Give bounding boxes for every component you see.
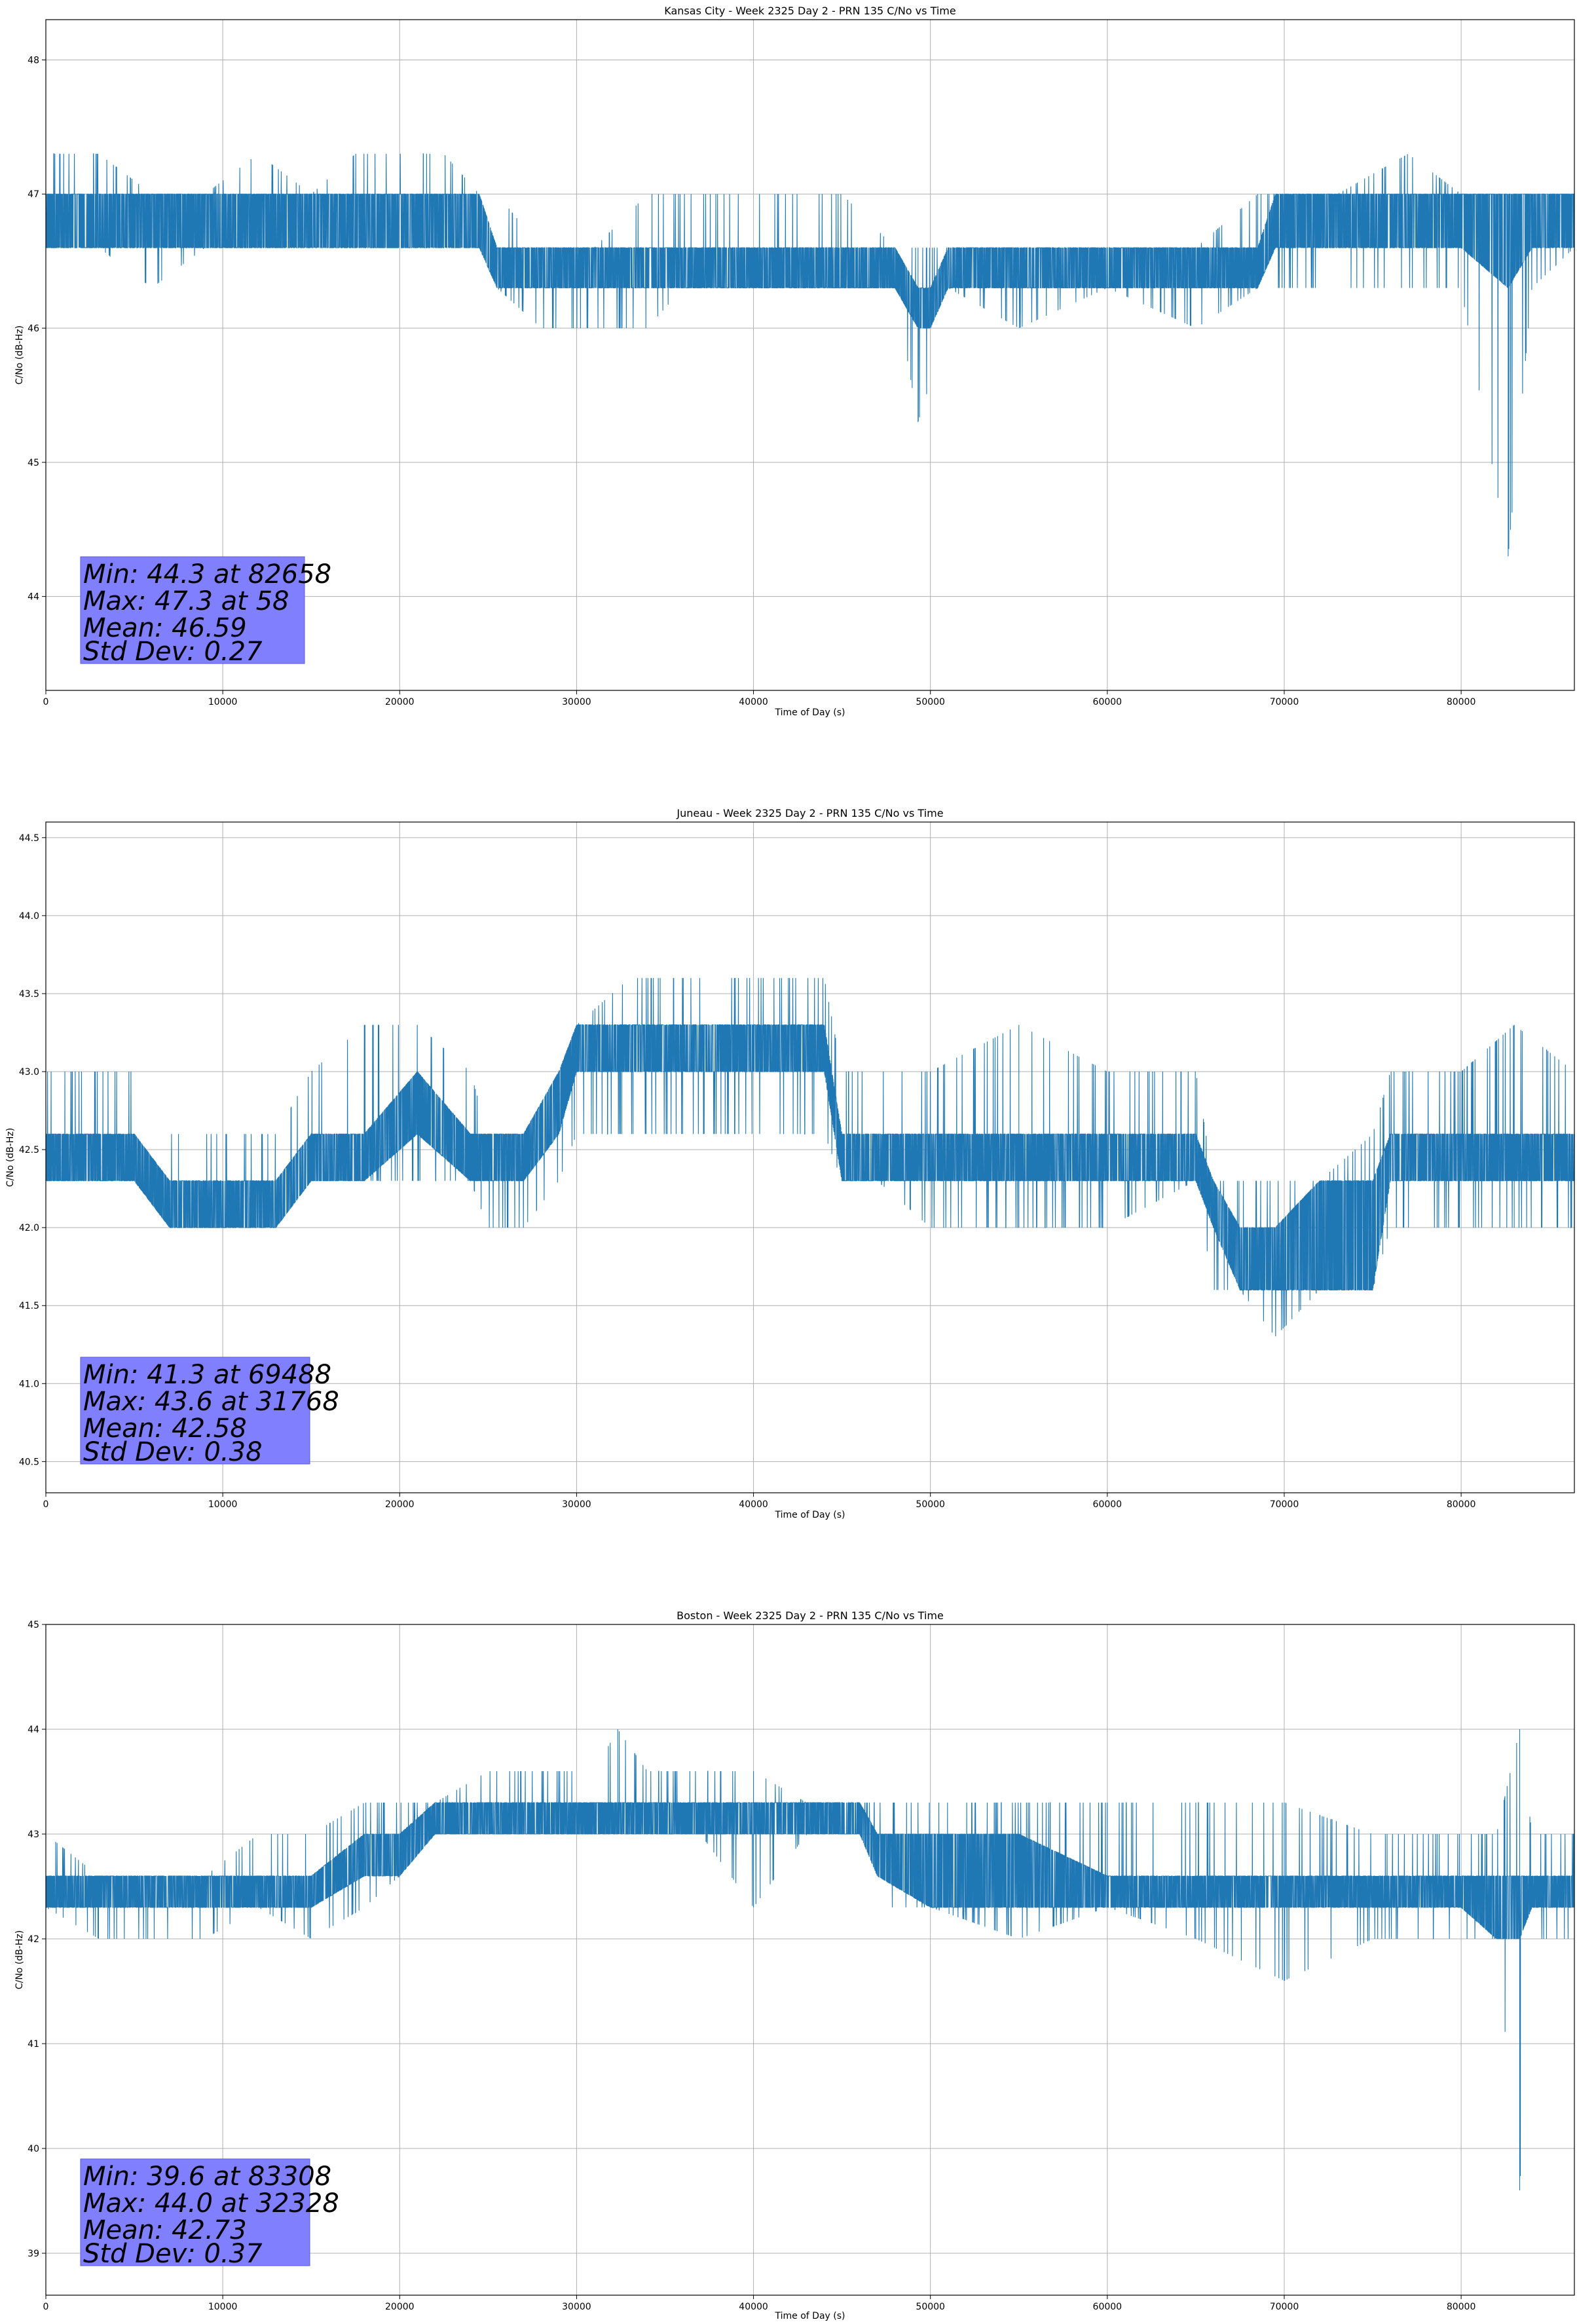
y-tick-label: 43.5 bbox=[19, 989, 39, 1000]
x-tick-label: 10000 bbox=[208, 2302, 238, 2312]
stats-box: Min: 44.3 at 82658 Max: 47.3 at 58 Mean:… bbox=[80, 556, 331, 667]
x-axis-label: Time of Day (s) bbox=[775, 2311, 845, 2321]
x-tick-label: 30000 bbox=[562, 2302, 591, 2312]
y-axis-label: C/No (dB-Hz) bbox=[14, 1930, 25, 1989]
x-axis-label: Time of Day (s) bbox=[775, 707, 845, 718]
x-tick-label: 60000 bbox=[1093, 1499, 1122, 1510]
y-tick-label: 44 bbox=[28, 592, 39, 603]
stat-max: Max: 43.6 at 31768 bbox=[83, 1387, 339, 1417]
x-tick-label: 0 bbox=[43, 697, 49, 707]
x-tick-label: 50000 bbox=[916, 697, 945, 707]
y-tick-label: 42.0 bbox=[19, 1223, 39, 1233]
y-tick-label: 45 bbox=[28, 1620, 39, 1630]
y-tick-label: 46 bbox=[28, 324, 39, 334]
x-tick-label: 50000 bbox=[916, 2302, 945, 2312]
x-tick-label: 30000 bbox=[562, 1499, 591, 1510]
x-tick-label: 10000 bbox=[208, 697, 238, 707]
x-tick-label: 0 bbox=[43, 1499, 49, 1510]
y-tick-label: 41.0 bbox=[19, 1379, 39, 1389]
y-tick-label: 48 bbox=[28, 55, 39, 66]
chart-title: Juneau - Week 2325 Day 2 - PRN 135 C/No … bbox=[676, 807, 943, 819]
x-tick-label: 80000 bbox=[1447, 1499, 1476, 1510]
y-tick-label: 43 bbox=[28, 1829, 39, 1840]
y-tick-label: 41 bbox=[28, 2039, 39, 2050]
y-axis-label: C/No (dB-Hz) bbox=[5, 1128, 16, 1187]
y-tick-label: 42.5 bbox=[19, 1145, 39, 1155]
chart-title: Boston - Week 2325 Day 2 - PRN 135 C/No … bbox=[677, 1609, 944, 1622]
x-tick-label: 80000 bbox=[1447, 2302, 1476, 2312]
x-tick-label: 60000 bbox=[1093, 2302, 1122, 2312]
chart-boston: Boston - Week 2325 Day 2 - PRN 135 C/No … bbox=[14, 1609, 1575, 2321]
plot-area: 0 10000 20000 30000 40000 50000 60000 70000 8000… bbox=[19, 821, 1575, 1510]
axes-frame bbox=[45, 1624, 1575, 2296]
y-tick-label: 43.0 bbox=[19, 1067, 39, 1078]
stat-std-dev: Std Dev: 0.37 bbox=[83, 2239, 263, 2269]
stat-min: Min: 39.6 at 83308 bbox=[83, 2162, 331, 2192]
x-tick-label: 80000 bbox=[1447, 697, 1476, 707]
stat-std-dev: Std Dev: 0.38 bbox=[83, 1437, 263, 1467]
chart-title: Kansas City - Week 2325 Day 2 - PRN 135 … bbox=[664, 5, 955, 17]
series-line bbox=[45, 978, 1575, 1337]
y-tick-label: 39 bbox=[28, 2249, 39, 2259]
y-tick-label: 44.5 bbox=[19, 833, 39, 844]
x-axis-label: Time of Day (s) bbox=[775, 1510, 845, 1520]
stat-mean: Mean: 46.59 bbox=[83, 613, 247, 643]
x-tick-label: 40000 bbox=[739, 2302, 768, 2312]
stat-max: Max: 47.3 at 58 bbox=[83, 586, 289, 616]
x-tick-label: 40000 bbox=[739, 1499, 768, 1510]
x-tick-label: 20000 bbox=[385, 697, 415, 707]
stats-box-background bbox=[80, 2158, 310, 2266]
y-tick-label: 41.5 bbox=[19, 1301, 39, 1311]
stat-min: Min: 44.3 at 82658 bbox=[83, 559, 331, 590]
series-line bbox=[45, 1729, 1575, 2190]
y-tick-label: 40.5 bbox=[19, 1457, 39, 1467]
chart-kansas-city: Kansas City - Week 2325 Day 2 - PRN 135 … bbox=[14, 5, 1575, 718]
x-tick-label: 30000 bbox=[562, 697, 591, 707]
y-tick-label: 44.0 bbox=[19, 911, 39, 922]
x-tick-label: 70000 bbox=[1270, 1499, 1299, 1510]
plot-area: 0 10000 20000 30000 40000 50000 60000 70000 8000… bbox=[28, 19, 1575, 707]
stat-std-dev: Std Dev: 0.27 bbox=[83, 637, 263, 667]
stat-max: Max: 44.0 at 32328 bbox=[83, 2188, 339, 2219]
y-tick-label: 42 bbox=[28, 1934, 39, 1945]
x-tick-label: 20000 bbox=[385, 1499, 415, 1510]
x-tick-label: 70000 bbox=[1270, 2302, 1299, 2312]
y-tick-label: 44 bbox=[28, 1725, 39, 1735]
y-tick-label: 45 bbox=[28, 458, 39, 468]
x-tick-label: 20000 bbox=[385, 2302, 415, 2312]
stat-mean: Mean: 42.73 bbox=[83, 2215, 247, 2245]
stat-mean: Mean: 42.58 bbox=[83, 1414, 247, 1444]
stats-box: Min: 41.3 at 69488 Max: 43.6 at 31768 Me… bbox=[80, 1357, 339, 1467]
axes-frame bbox=[45, 821, 1575, 1493]
x-tick-label: 50000 bbox=[916, 1499, 945, 1510]
x-tick-label: 10000 bbox=[208, 1499, 238, 1510]
y-tick-label: 40 bbox=[28, 2144, 39, 2154]
stats-box: Min: 39.6 at 83308 Max: 44.0 at 32328 Me… bbox=[80, 2158, 339, 2269]
chart-juneau: Juneau - Week 2325 Day 2 - PRN 135 C/No … bbox=[5, 807, 1575, 1520]
stat-min: Min: 41.3 at 69488 bbox=[83, 1360, 331, 1390]
x-tick-label: 60000 bbox=[1093, 697, 1122, 707]
y-tick-label: 47 bbox=[28, 189, 39, 200]
stats-box-background bbox=[80, 556, 305, 664]
series-line bbox=[45, 153, 1575, 557]
x-tick-label: 40000 bbox=[739, 697, 768, 707]
y-axis-label: C/No (dB-Hz) bbox=[14, 326, 25, 384]
stats-box-background bbox=[80, 1357, 310, 1465]
x-tick-label: 0 bbox=[43, 2302, 49, 2312]
axes-frame bbox=[45, 19, 1575, 691]
x-tick-label: 70000 bbox=[1270, 697, 1299, 707]
